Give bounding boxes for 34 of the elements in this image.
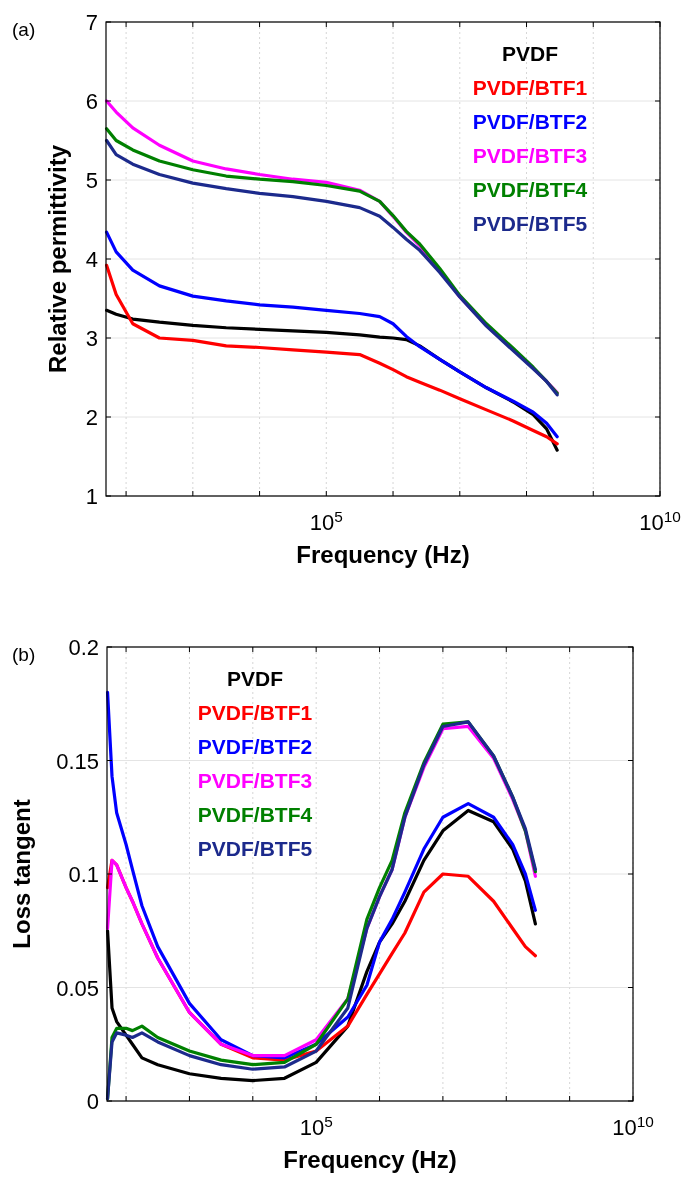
x-tick-label: 10$^{5}$: [299, 1112, 333, 1140]
text: PVDF/BTF1: [472, 76, 588, 99]
y-tick-label: 2: [85, 405, 98, 430]
y-tick-label: 0.15: [56, 748, 99, 774]
text: PVDF/BTF5: [472, 212, 588, 235]
x-tick-label: 10$^{5}$: [309, 507, 343, 535]
y-tick-label: 5: [85, 168, 98, 193]
y-tick-label: 1: [85, 484, 98, 509]
x-tick-label: 10$^{10}$: [639, 507, 681, 535]
text: PVDF/BTF5: [197, 837, 313, 860]
legend-label: PVDF: [226, 667, 284, 690]
text: (a): [12, 19, 36, 40]
text: PVDF/BTF2: [472, 110, 588, 133]
text: PVDF/BTF4: [472, 178, 588, 201]
text: PVDF/BTF4: [197, 803, 313, 826]
text: PVDF/BTF2: [197, 735, 313, 758]
text: (b): [12, 644, 36, 665]
y-tick-label: 6: [85, 89, 98, 114]
y-tick-label: 4: [85, 247, 98, 272]
y-tick-label: 3: [85, 326, 98, 351]
y-axis-title: Loss tangent: [8, 799, 35, 949]
y-axis-title: Relative permittivity: [44, 144, 71, 374]
y-tick-label: 0.05: [56, 975, 99, 1001]
y-tick-label: 0.1: [68, 862, 99, 887]
x-axis-title: Frequency (Hz): [296, 541, 470, 568]
x-tick-label: 10$^{10}$: [612, 1112, 654, 1140]
y-tick-label: 0: [86, 1089, 99, 1114]
x-axis-title: Frequency (Hz): [283, 1146, 457, 1173]
y-tick-label: 7: [85, 10, 98, 35]
legend-label: PVDF: [501, 42, 559, 65]
text: PVDF/BTF3: [472, 144, 588, 167]
text: PVDF/BTF1: [197, 701, 313, 724]
y-tick-label: 0.2: [68, 635, 99, 660]
text: PVDF/BTF3: [197, 769, 313, 792]
